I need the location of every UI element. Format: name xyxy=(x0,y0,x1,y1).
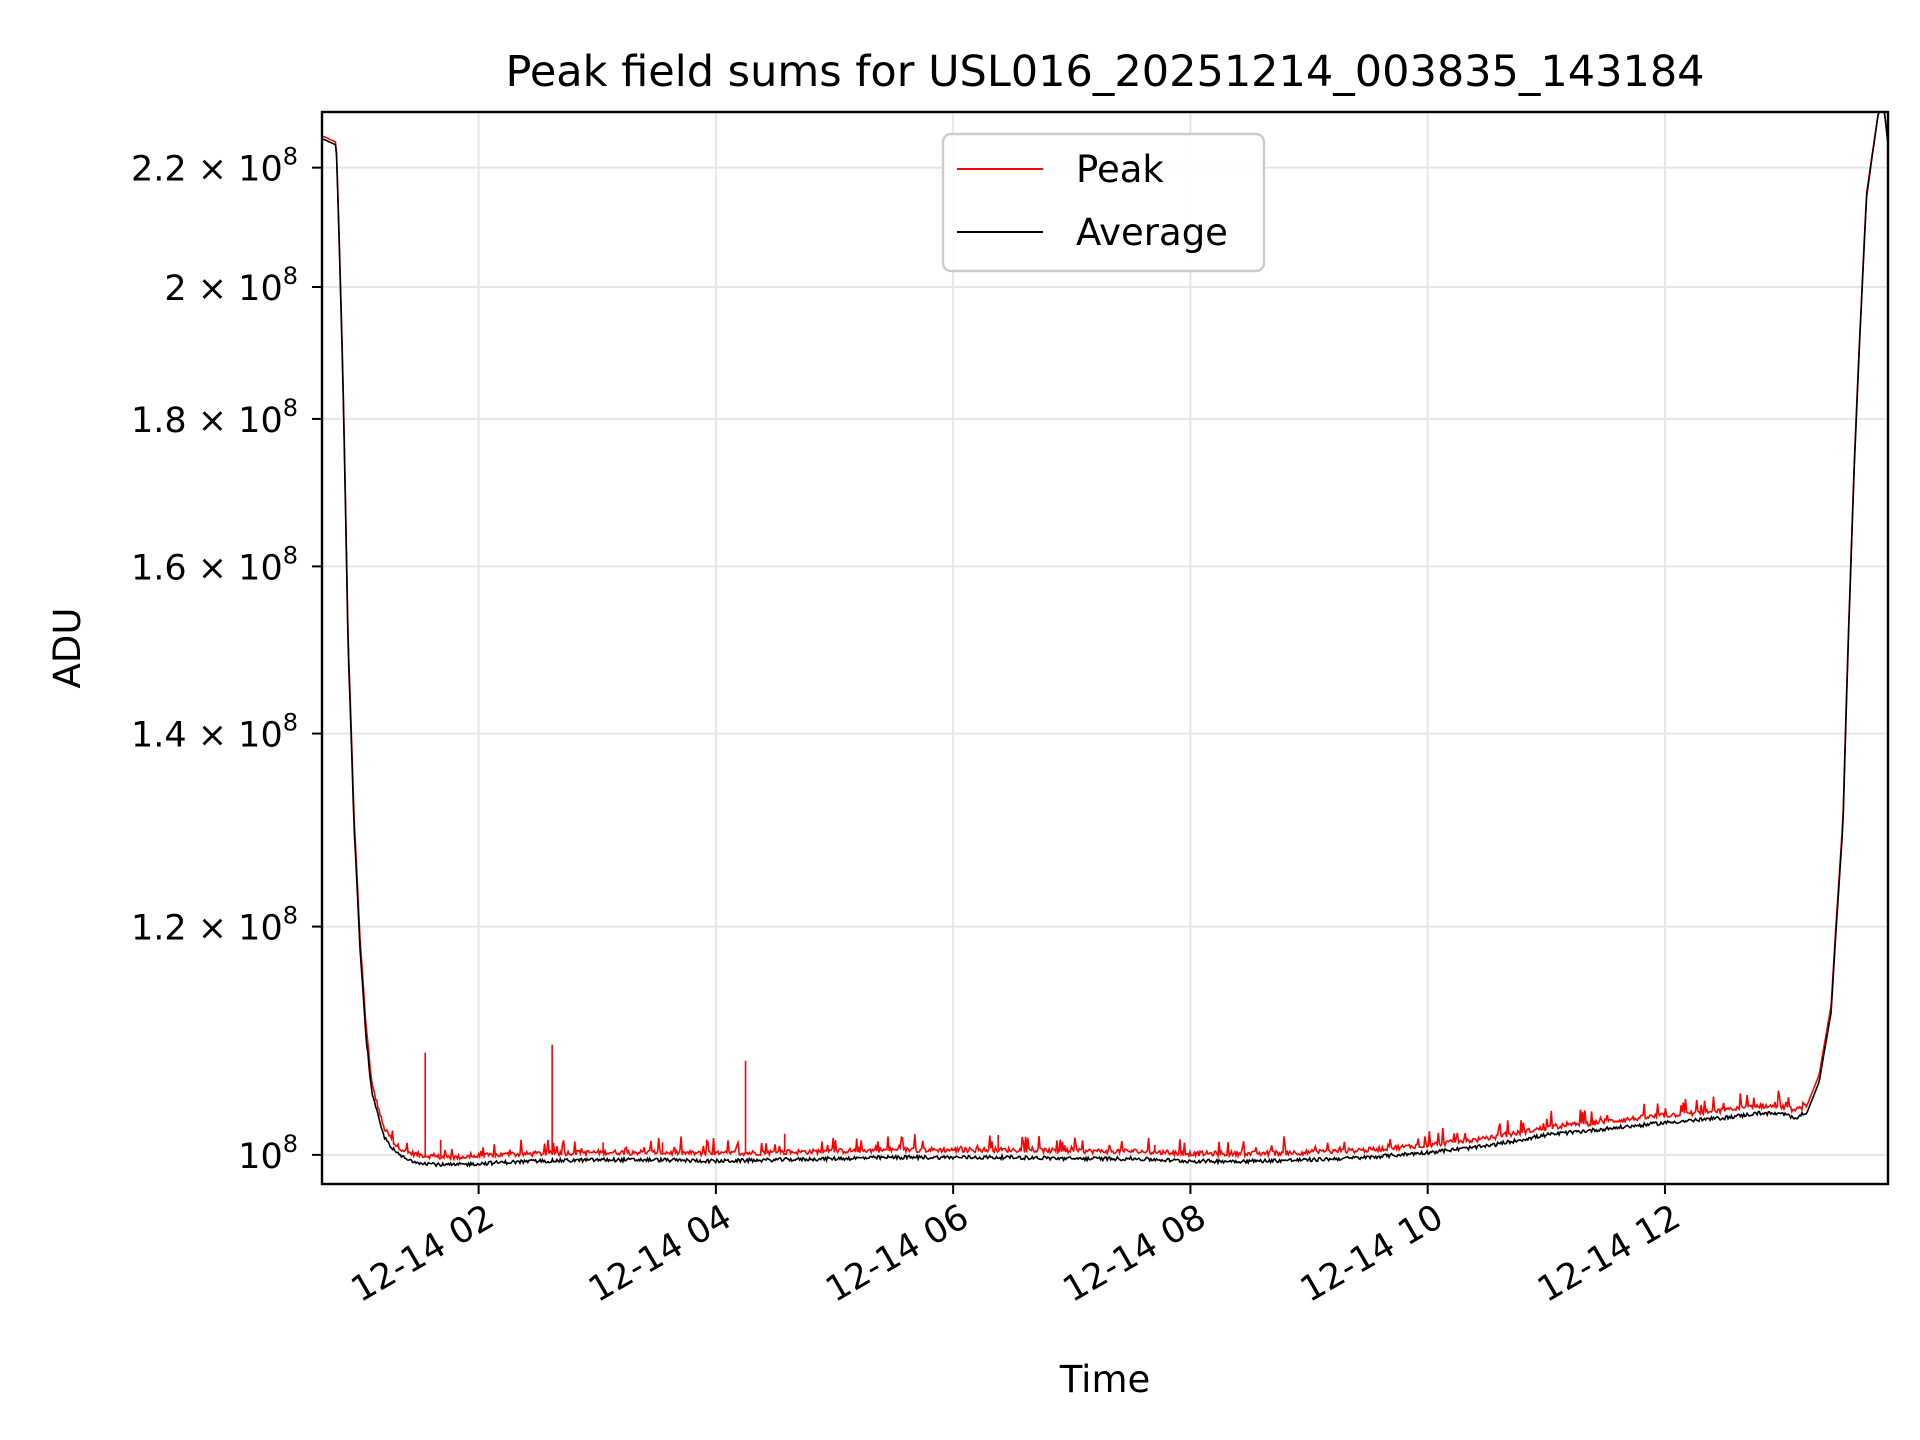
y-tick-label: 1.4 × 108 xyxy=(131,709,298,756)
plot-frame xyxy=(320,110,1890,1186)
y-tick-label: 108 xyxy=(238,1130,298,1177)
legend-label-peak: Peak xyxy=(1076,148,1164,191)
grid xyxy=(322,112,1888,1184)
y-tick-label: 1.2 × 108 xyxy=(131,902,298,949)
chart-title: Peak field sums for USL016_20251214_0038… xyxy=(505,47,1704,97)
x-axis-label: Time xyxy=(1059,1358,1151,1401)
y-tick-label: 1.6 × 108 xyxy=(131,541,298,588)
series-layer xyxy=(322,112,1888,1168)
y-tick-label: 1.8 × 108 xyxy=(131,394,298,441)
y-tick-label: 2 × 108 xyxy=(164,262,298,309)
series-line-average xyxy=(322,112,1888,1168)
y-axis-label: ADU xyxy=(46,608,89,689)
y-axis-ticks: 108 1.2 × 108 1.4 × 108 1.6 × 108 1.8 × 108 2… xyxy=(131,143,322,1177)
legend-label-average: Average xyxy=(1076,211,1228,254)
legend: Peak Average xyxy=(941,132,1266,273)
y-tick-label: 2.2 × 108 xyxy=(131,143,298,190)
series-line-peak xyxy=(322,112,1888,1162)
